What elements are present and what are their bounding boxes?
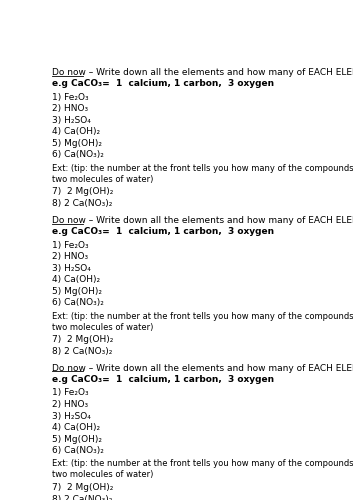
Text: 5) Mg(OH)₂: 5) Mg(OH)₂ [52,287,102,296]
Text: Do now – Write down all the elements and how many of EACH ELEMENT there is.: Do now – Write down all the elements and… [52,364,353,373]
Text: e.g CaCO₃=  1  calcium, 1 carbon,  3 oxygen: e.g CaCO₃= 1 calcium, 1 carbon, 3 oxygen [52,228,274,236]
Text: 1) Fe₂O₃: 1) Fe₂O₃ [52,92,89,102]
Text: Do now – Write down all the elements and how many of EACH ELEMENT there is.: Do now – Write down all the elements and… [52,216,353,226]
Text: e.g CaCO₃=  1  calcium, 1 carbon,  3 oxygen: e.g CaCO₃= 1 calcium, 1 carbon, 3 oxygen [52,80,274,88]
Text: two molecules of water): two molecules of water) [52,322,154,332]
Text: 4) Ca(OH)₂: 4) Ca(OH)₂ [52,275,101,284]
Text: 5) Mg(OH)₂: 5) Mg(OH)₂ [52,139,102,148]
Text: Do now – Write down all the elements and how many of EACH ELEMENT there is.: Do now – Write down all the elements and… [52,68,353,78]
Text: 6) Ca(NO₃)₂: 6) Ca(NO₃)₂ [52,298,104,308]
Text: 1) Fe₂O₃: 1) Fe₂O₃ [52,388,89,398]
Text: 3) H₂SO₄: 3) H₂SO₄ [52,412,91,420]
Text: 3) H₂SO₄: 3) H₂SO₄ [52,116,91,125]
Text: two molecules of water): two molecules of water) [52,174,154,184]
Text: 2) HNO₃: 2) HNO₃ [52,104,89,114]
Text: 2) HNO₃: 2) HNO₃ [52,252,89,261]
Text: 6) Ca(NO₃)₂: 6) Ca(NO₃)₂ [52,446,104,455]
Text: 8) 2 Ca(NO₃)₂: 8) 2 Ca(NO₃)₂ [52,494,113,500]
Text: 2) HNO₃: 2) HNO₃ [52,400,89,409]
Text: 8) 2 Ca(NO₃)₂: 8) 2 Ca(NO₃)₂ [52,347,113,356]
Text: two molecules of water): two molecules of water) [52,470,154,480]
Text: Ext: (tip: the number at the front tells you how many of the compounds there are: Ext: (tip: the number at the front tells… [52,164,353,173]
Text: 6) Ca(NO₃)₂: 6) Ca(NO₃)₂ [52,150,104,160]
Text: 5) Mg(OH)₂: 5) Mg(OH)₂ [52,434,102,444]
Text: 7)  2 Mg(OH)₂: 7) 2 Mg(OH)₂ [52,188,114,196]
Text: Ext: (tip: the number at the front tells you how many of the compounds there are: Ext: (tip: the number at the front tells… [52,312,353,320]
Text: e.g CaCO₃=  1  calcium, 1 carbon,  3 oxygen: e.g CaCO₃= 1 calcium, 1 carbon, 3 oxygen [52,375,274,384]
Text: 4) Ca(OH)₂: 4) Ca(OH)₂ [52,128,101,136]
Text: 4) Ca(OH)₂: 4) Ca(OH)₂ [52,423,101,432]
Text: 1) Fe₂O₃: 1) Fe₂O₃ [52,240,89,250]
Text: 7)  2 Mg(OH)₂: 7) 2 Mg(OH)₂ [52,483,114,492]
Text: 3) H₂SO₄: 3) H₂SO₄ [52,264,91,272]
Text: 8) 2 Ca(NO₃)₂: 8) 2 Ca(NO₃)₂ [52,199,113,208]
Text: 7)  2 Mg(OH)₂: 7) 2 Mg(OH)₂ [52,336,114,344]
Text: Ext: (tip: the number at the front tells you how many of the compounds there are: Ext: (tip: the number at the front tells… [52,460,353,468]
